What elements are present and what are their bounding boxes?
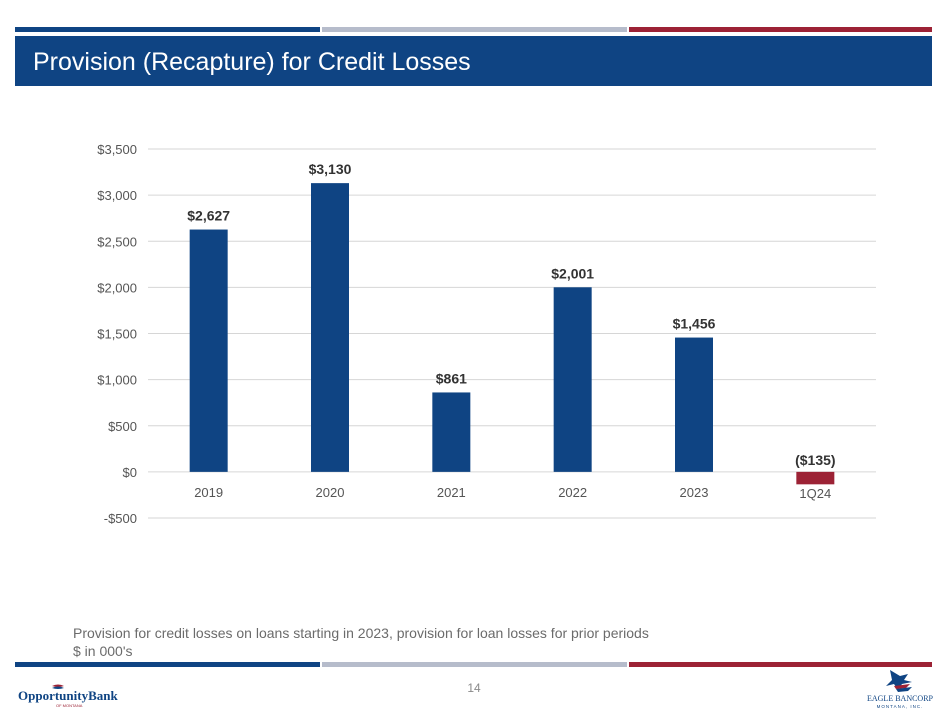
flag-icon (52, 684, 64, 689)
y-tick-label: $1,500 (97, 327, 137, 342)
y-tick-label: $3,000 (97, 188, 137, 203)
footnote-line-2: $ in 000's (73, 643, 133, 659)
bar (432, 392, 471, 472)
y-tick-label: -$500 (104, 511, 137, 526)
data-label: $2,001 (551, 265, 594, 281)
page-number: 14 (467, 681, 481, 695)
x-tick-label: 2021 (437, 485, 466, 500)
y-tick-label: $0 (123, 465, 137, 480)
opportunity-bank-logo: OpportunityBank OF MONTANA (12, 684, 132, 708)
top-stripe-navy (15, 27, 320, 32)
grid-layer (148, 148, 876, 519)
bottom-stripe-maroon (629, 662, 932, 667)
x-tick-label: 2019 (194, 485, 223, 500)
top-stripe-gray (322, 27, 627, 32)
label-layer: $3,500 $3,000 $2,500 $2,000 $1,500 $1,000 $500… (97, 142, 835, 526)
bar (675, 337, 713, 472)
data-label: $861 (436, 370, 467, 386)
y-tick-label: $500 (108, 419, 137, 434)
x-tick-label: 1Q24 (799, 486, 831, 501)
top-stripe-maroon (629, 27, 932, 32)
eagle-bancorp-logo: EAGLE BANCORP MONTANA, INC. (860, 668, 940, 710)
logo-text: OpportunityBank (18, 688, 118, 703)
bottom-stripe-navy (15, 662, 320, 667)
y-tick-label: $3,500 (97, 142, 137, 157)
data-label: $2,627 (187, 208, 230, 224)
y-tick-label: $1,000 (97, 373, 137, 388)
y-tick-label: $2,500 (97, 234, 137, 249)
bar (189, 229, 228, 472)
data-label: $3,130 (309, 161, 352, 177)
bar (553, 287, 592, 472)
footnote-line-1: Provision for credit losses on loans sta… (73, 625, 649, 641)
bar-chart: $3,500 $3,000 $2,500 $2,000 $1,500 $1,000 $500… (97, 142, 876, 526)
data-label: $1,456 (673, 316, 716, 332)
page-title: Provision (Recapture) for Credit Losses (33, 48, 471, 76)
x-tick-label: 2023 (680, 485, 709, 500)
data-label: ($135) (795, 452, 835, 468)
bar-layer (189, 183, 835, 485)
y-tick-label: $2,000 (97, 280, 137, 295)
x-tick-label: 2020 (316, 485, 345, 500)
title-bar: Provision (Recapture) for Credit Losses (15, 36, 932, 86)
bottom-stripe-gray (322, 662, 627, 667)
logo-subtext: MONTANA, INC. (877, 704, 924, 709)
bar (796, 471, 835, 485)
logo-subtext: OF MONTANA (56, 703, 83, 708)
bar (311, 183, 349, 472)
x-tick-label: 2022 (558, 485, 587, 500)
logo-text: EAGLE BANCORP (867, 694, 934, 703)
eagle-icon (886, 670, 912, 692)
